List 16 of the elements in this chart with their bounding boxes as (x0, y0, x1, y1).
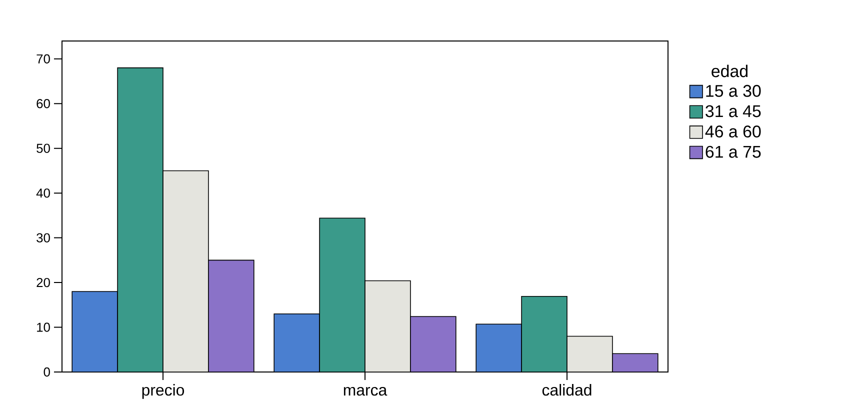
legend-label: 31 a 45 (706, 105, 761, 118)
y-tick-label: 70 (36, 54, 50, 64)
y-tick-label: 30 (36, 233, 50, 242)
y-tick-label: 20 (36, 278, 50, 288)
y-tick-label: 50 (36, 144, 50, 153)
legend-title: edad (712, 64, 748, 78)
y-tick-label: 60 (36, 99, 50, 108)
legend-label: 46 a 60 (705, 126, 761, 138)
y-tick-label: 10 (37, 322, 50, 332)
x-tick-label: precio (142, 384, 184, 399)
legend-label: 15 a 30 (706, 84, 761, 97)
x-tick-label: marca (344, 386, 388, 396)
y-tick-label: 40 (36, 188, 50, 198)
y-tick-label: 0 (44, 367, 50, 377)
legend-label: 61 a 75 (706, 146, 761, 158)
x-tick-label: calidad (542, 384, 592, 396)
